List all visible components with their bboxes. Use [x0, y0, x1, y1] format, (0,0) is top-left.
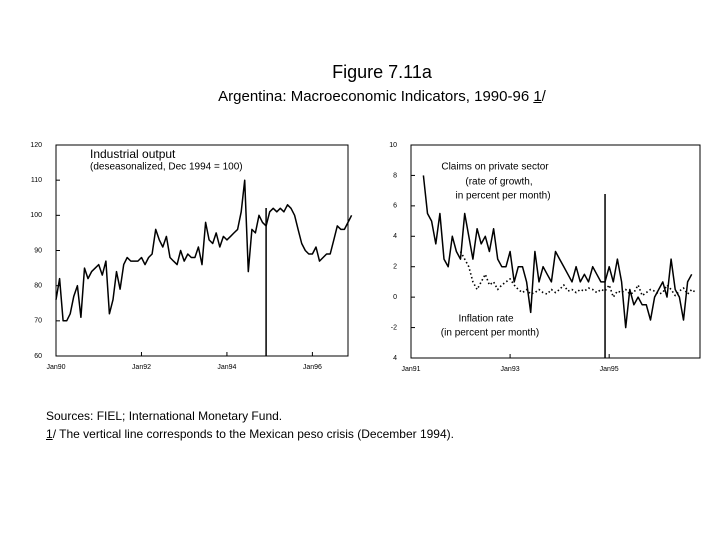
footnote-text: / The vertical line corresponds to the M… — [52, 427, 454, 441]
panel1-title: Industrial output — [90, 147, 176, 161]
panel1-ytick-label: 110 — [31, 177, 42, 184]
panel1-ytick-label: 90 — [34, 247, 42, 254]
panel1-xtick-label: Jan90 — [46, 364, 65, 371]
panel1-xtick-label: Jan96 — [303, 364, 322, 371]
panel2-ytick-label: -2 — [391, 324, 397, 331]
panel2-inflation-label-line1: Inflation rate — [458, 314, 513, 325]
panel2-inflation-label-line2: (in percent per month) — [441, 328, 539, 339]
panel2-xtick-label: Jan95 — [600, 366, 619, 373]
panel2-frame — [410, 144, 701, 359]
panel1-ytick-label: 120 — [30, 142, 42, 149]
panel2-xtick-label: Jan93 — [501, 366, 520, 373]
panel2-ytick-label: 10 — [389, 142, 397, 149]
panel2-ytick-label: 8 — [393, 172, 397, 179]
panel1-frame — [55, 144, 349, 357]
subtitle-slash: / — [541, 88, 546, 105]
panel2-ytick-label: 0 — [393, 294, 397, 301]
claims-inflation-panel: Claims on private sector (rate of growth… — [389, 142, 701, 373]
panel2-ytick-label: 6 — [393, 203, 397, 210]
panel2-annotation-line2: (rate of growth, — [465, 177, 532, 188]
panel2-ytick-label: 2 — [393, 264, 397, 271]
panel2-annotation-line3: in percent per month) — [455, 191, 550, 202]
subtitle-footnote-ref: 1 — [533, 88, 542, 105]
industrial-output-series-line — [55, 179, 353, 322]
inflation-rate-series-line — [459, 251, 697, 298]
panel1-xtick-label: Jan92 — [132, 364, 151, 371]
subtitle-main: Argentina: Macroeconomic Indicators, 199… — [218, 88, 534, 105]
panel1-subtitle: (deseasonalized, Dec 1994 = 100) — [90, 162, 243, 173]
figure-subtitle: Argentina: Macroeconomic Indicators, 199… — [22, 88, 720, 105]
panel2-xtick-label: Jan91 — [401, 366, 420, 373]
panel2-ytick-label: 4 — [393, 233, 397, 240]
panel2-annotation-line1: Claims on private sector — [441, 162, 549, 173]
panel1-ytick-label: 100 — [30, 212, 42, 219]
sources-note: Sources: FIEL; International Monetary Fu… — [46, 409, 283, 423]
panel1-xtick-label: Jan94 — [217, 364, 236, 371]
footnote-ref: 1 — [46, 427, 53, 441]
footnote-note: 1/ The vertical line corresponds to the … — [46, 427, 454, 441]
claims-private-sector-series-line — [422, 175, 693, 329]
panel1-ytick-label: 70 — [34, 318, 42, 325]
panel2-ytick-label: 4 — [393, 355, 397, 362]
figure-title: Figure 7.11a — [332, 62, 432, 82]
panel1-ytick-label: 60 — [34, 353, 42, 360]
industrial-output-panel: Industrial output (deseasonalized, Dec 1… — [30, 142, 353, 371]
panel1-ytick-label: 80 — [34, 283, 42, 290]
